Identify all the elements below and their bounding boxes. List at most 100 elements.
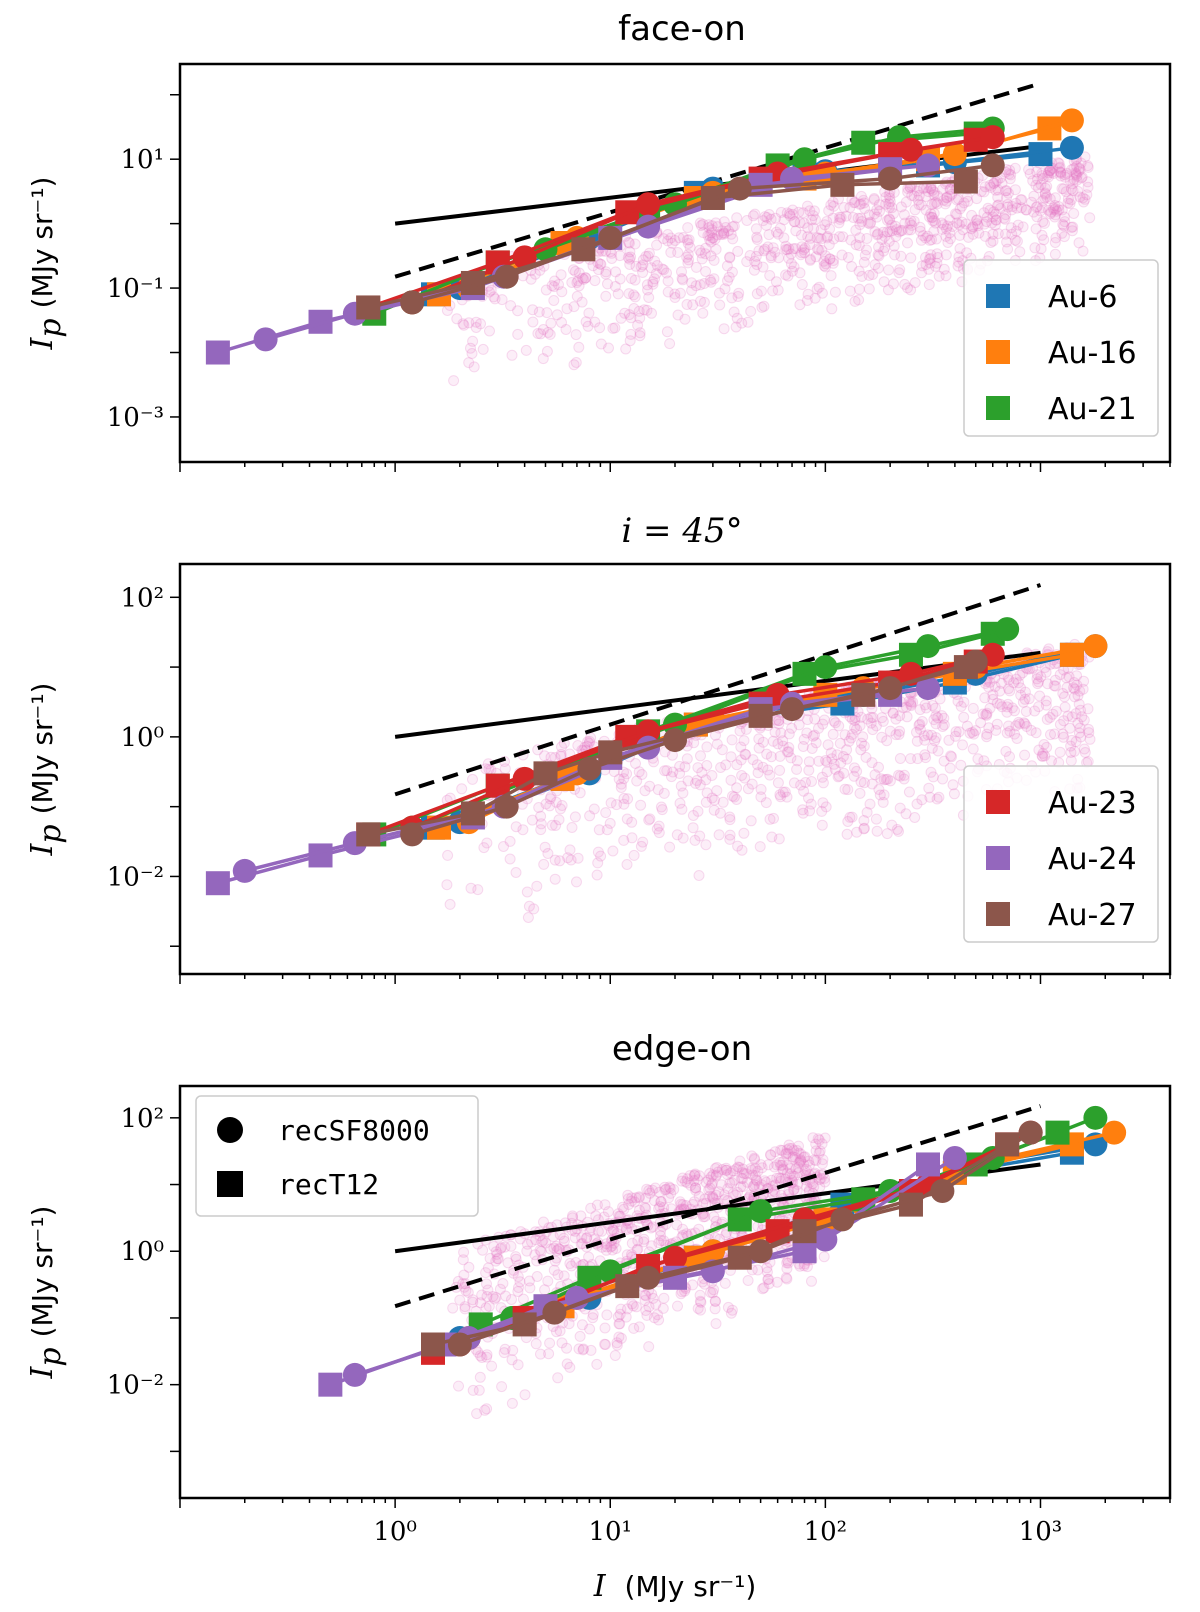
scatter-point xyxy=(1048,680,1060,692)
scatter-point xyxy=(741,1176,753,1188)
scatter-point xyxy=(727,1165,739,1177)
scatter-point xyxy=(695,220,707,231)
scatter-point xyxy=(700,266,712,277)
scatter-point xyxy=(813,1134,825,1146)
scatter-point xyxy=(855,744,867,756)
scatter-point xyxy=(895,250,907,262)
scatter-point xyxy=(793,1147,805,1159)
scatter-point xyxy=(952,695,964,707)
scatter-point xyxy=(634,312,646,324)
scatter-point xyxy=(576,296,588,308)
scatter-point xyxy=(671,829,683,841)
scatter-point xyxy=(451,313,463,325)
scatter-point xyxy=(535,818,547,830)
scatter-point xyxy=(898,769,910,781)
scatter-point xyxy=(821,232,833,244)
scatter-point xyxy=(923,263,935,275)
data-point-circle xyxy=(400,290,425,315)
scatter-point xyxy=(725,1307,737,1319)
scatter-point xyxy=(803,792,814,804)
scatter-point xyxy=(546,280,558,292)
scatter-point xyxy=(816,1158,828,1170)
scatter-point xyxy=(863,209,875,221)
scatter-point xyxy=(1034,690,1046,702)
scatter-point xyxy=(1005,169,1017,181)
scatter-point xyxy=(462,1286,474,1298)
scatter-point xyxy=(641,304,653,316)
data-point-square xyxy=(205,871,230,896)
scatter-point xyxy=(855,212,867,224)
scatter-point xyxy=(647,1292,659,1304)
scatter-point xyxy=(522,912,534,923)
scatter-point xyxy=(752,1264,764,1276)
scatter-point xyxy=(626,816,638,828)
scatter-point xyxy=(868,208,880,220)
scatter-point xyxy=(1006,702,1018,714)
scatter-point xyxy=(514,1276,526,1288)
scatter-point xyxy=(936,217,948,229)
scatter-point xyxy=(986,217,998,229)
scatter-point xyxy=(956,216,968,228)
scatter-point xyxy=(620,343,632,355)
legend-swatch xyxy=(986,902,1010,926)
scatter-point xyxy=(649,1182,661,1194)
scatter-point xyxy=(717,225,729,237)
scatter-point xyxy=(734,725,746,737)
scatter-point xyxy=(693,1190,705,1202)
scatter-point xyxy=(939,198,951,210)
scatter-point xyxy=(1020,204,1032,216)
scatter-point xyxy=(706,1178,718,1189)
scatter-point xyxy=(482,1284,494,1296)
scatter-point xyxy=(548,1264,560,1276)
scatter-point xyxy=(979,692,991,704)
scatter-point xyxy=(478,842,490,854)
data-point-circle xyxy=(232,858,257,883)
scatter-point xyxy=(916,260,928,272)
scatter-point xyxy=(983,681,995,693)
scatter-point xyxy=(726,1177,738,1189)
scatter-point xyxy=(931,793,943,805)
scatter-point xyxy=(512,1286,524,1297)
scatter-point xyxy=(1066,734,1078,746)
scatter-point xyxy=(994,202,1006,214)
scatter-point xyxy=(724,252,736,264)
scatter-point xyxy=(914,704,926,716)
y-tick-label: 10⁰ xyxy=(120,1237,164,1267)
scatter-point xyxy=(805,253,816,265)
scatter-point xyxy=(1049,200,1061,211)
scatter-point xyxy=(1058,731,1070,743)
scatter-point xyxy=(1069,745,1080,757)
scatter-point xyxy=(764,270,776,281)
scatter-point xyxy=(710,217,722,229)
scatter-point xyxy=(676,273,688,284)
scatter-point xyxy=(752,1165,764,1177)
scatter-point xyxy=(844,811,856,823)
scatter-point xyxy=(858,823,870,835)
scatter-point xyxy=(558,1235,570,1247)
scatter-point xyxy=(483,1300,495,1312)
scatter-point xyxy=(731,1163,742,1175)
scatter-point xyxy=(891,824,903,835)
scatter-point xyxy=(1021,721,1033,732)
scatter-point xyxy=(1054,746,1066,758)
scatter-point xyxy=(554,1325,566,1337)
scatter-point xyxy=(674,287,686,299)
scatter-point xyxy=(1031,673,1043,685)
scatter-point xyxy=(828,233,840,245)
scatter-point xyxy=(772,777,784,789)
scatter-point xyxy=(526,1236,537,1248)
scatter-point xyxy=(718,228,730,240)
scatter-point xyxy=(1054,719,1066,730)
scatter-point xyxy=(1039,187,1051,199)
scatter-point xyxy=(731,759,743,771)
scatter-point xyxy=(793,1162,804,1173)
scatter-point xyxy=(813,232,825,244)
scatter-point xyxy=(1083,727,1095,739)
scatter-point xyxy=(535,328,547,340)
scatter-point xyxy=(697,307,709,319)
scatter-point xyxy=(641,1309,653,1321)
scatter-point xyxy=(848,770,860,782)
scatter-point xyxy=(1015,689,1027,701)
